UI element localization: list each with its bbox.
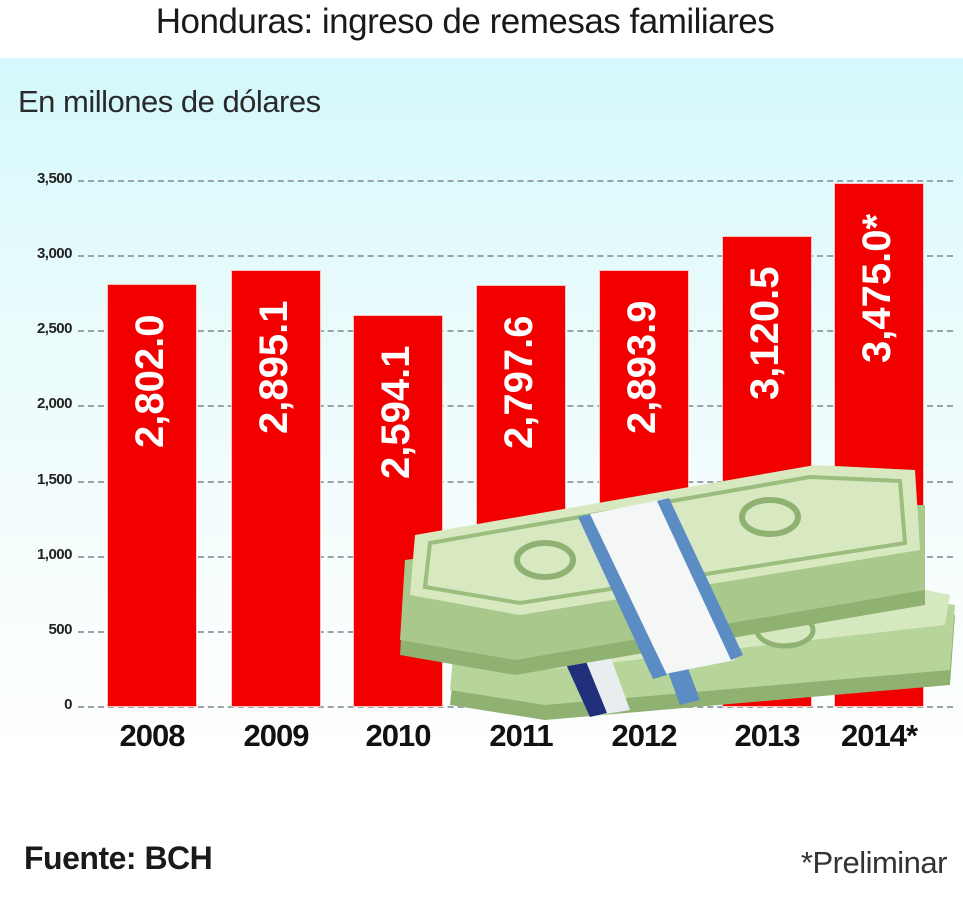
x-tick-label: 2009 xyxy=(243,718,310,753)
x-tick-label: 2013 xyxy=(734,718,801,753)
bar-2009: 2,895.1 xyxy=(232,270,320,706)
y-tick-label: 2,000 xyxy=(36,395,73,413)
y-tick-label: 0 xyxy=(64,696,72,713)
y-tick-label: 3,500 xyxy=(36,170,73,187)
x-tick-label: 2008 xyxy=(119,718,186,753)
bar-value-label: 2,802.0 xyxy=(128,314,172,448)
y-tick-label: 3,000 xyxy=(36,245,73,263)
bar-value-label: 2,893.9 xyxy=(620,300,664,435)
y-tick-label: 500 xyxy=(48,620,72,638)
bar-value-label: 2,895.1 xyxy=(252,300,296,434)
y-tick-label: 1,500 xyxy=(36,470,73,488)
x-tick-label: 2014* xyxy=(840,718,918,753)
y-tick-label: 1,000 xyxy=(36,545,73,563)
bar-value-label: 3,475.0* xyxy=(855,213,899,363)
source-note: Fuente: BCH xyxy=(24,840,213,876)
x-tick-label: 2010 xyxy=(365,718,432,753)
chart-title: Honduras: ingreso de remesas familiares xyxy=(155,2,775,41)
x-tick-label: 2012 xyxy=(611,718,678,753)
gridline xyxy=(78,180,953,182)
y-tick-label: 2,500 xyxy=(36,320,73,338)
x-tick-label: 2011 xyxy=(489,718,553,753)
bar-value-label: 2,797.6 xyxy=(497,315,541,449)
gridline xyxy=(78,255,953,258)
bar-value-label: 3,120.5 xyxy=(743,266,787,401)
money-stack-icon xyxy=(400,465,955,720)
preliminary-note: *Preliminar xyxy=(800,845,948,880)
bar-2008: 2,802.0 xyxy=(108,284,196,706)
chart-subtitle: En millones de dólares xyxy=(18,84,321,119)
